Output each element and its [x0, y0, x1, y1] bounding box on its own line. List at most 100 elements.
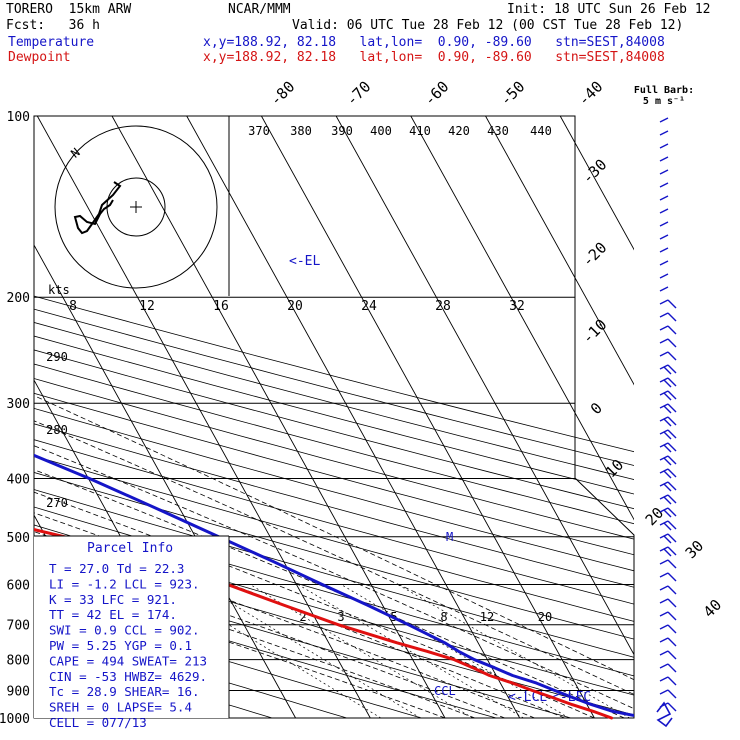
wind-barb-staff: [659, 650, 669, 656]
theta-label: 390: [331, 124, 353, 138]
wind-barb-flag: [667, 533, 677, 543]
temperature-profile: [34, 453, 634, 718]
wind-barb-flag: [663, 509, 672, 518]
wind-barb-flag: [667, 572, 677, 582]
wind-barb-staff: [659, 338, 669, 344]
hodograph-unit-label: kts: [48, 283, 70, 297]
wind-barb-flag: [667, 481, 677, 491]
isotherm-line: [410, 115, 634, 521]
parcel-info-panel: Parcel Info T = 27.0 Td = 22.3LI = -1.2 L…: [34, 535, 230, 730]
wind-barb-flag: [667, 520, 677, 530]
wind-barb-staff: [659, 221, 669, 227]
dry-adiabat: [34, 601, 422, 719]
isotherm-label: 10: [602, 456, 628, 482]
wind-barb-flag: [667, 455, 677, 465]
hodograph-ring-label: 16: [213, 299, 229, 314]
parcel-info-row: Tc = 28.9 SHEAR= 16.: [49, 684, 200, 699]
wind-barb-staff: [659, 208, 669, 214]
wind-barb-flag: [667, 468, 677, 478]
dry-adiabat: [34, 407, 634, 572]
wind-barb-staff: [659, 312, 669, 318]
dry-adiabat: [34, 295, 634, 453]
wind-barb-flag: [667, 364, 677, 374]
theta-side-label: 290: [46, 350, 68, 364]
wind-barb-flag: [667, 637, 677, 647]
wind-barb-flag: [667, 494, 677, 504]
dry-adiabat: [34, 349, 634, 510]
wind-barb-flag: [667, 312, 677, 322]
wind-barb-flag: [667, 611, 677, 621]
pressure-label: 200: [7, 291, 30, 306]
wind-barb-flag: [667, 585, 677, 595]
wind-barb-flag: [663, 366, 672, 375]
wind-barb-staff: [659, 585, 669, 591]
wind-barbs: Full Barb:5 m s⁻¹: [634, 85, 694, 728]
model-title: TORERO 15km ARW: [6, 2, 132, 17]
moist-adiabat: [34, 512, 565, 719]
mixing-ratio-label: 20: [538, 610, 552, 624]
parcel-info-row: CAPE = 494 SWEAT= 213: [49, 653, 207, 668]
wind-barb-staff: [659, 624, 669, 630]
init-time: Init: 18 UTC Sun 26 Feb 12: [507, 2, 711, 17]
hodograph-ring-label: 28: [435, 299, 451, 314]
wind-barb-surface: [656, 701, 673, 728]
wind-barb-flag: [667, 624, 677, 634]
dry-adiabat: [34, 489, 634, 658]
wind-barb-staff: [659, 156, 669, 162]
wind-barb-flag: [663, 392, 672, 401]
wind-barb-flag: [663, 496, 672, 505]
dry-adiabat: [34, 308, 634, 466]
wind-barb-staff: [659, 234, 669, 240]
wind-barb-staff: [659, 260, 669, 266]
isotherm-label: -20: [579, 239, 611, 271]
dewpoint-location: x,y=188.92, 82.18 lat,lon= 0.90, -89.60 …: [203, 50, 665, 65]
wind-barb-flag: [667, 689, 677, 699]
dry-adiabat: [34, 321, 634, 481]
m-annotation: M: [446, 530, 453, 544]
theta-label: 440: [530, 124, 552, 138]
isotherm-label: -10: [579, 316, 611, 348]
wind-barb-flag: [667, 377, 677, 387]
barb-unit: 5 m s⁻¹: [643, 96, 685, 107]
wind-barb-flag: [667, 546, 677, 556]
theta-label: 400: [370, 124, 392, 138]
isotherm-label: -80: [267, 78, 299, 110]
pressure-label: 400: [7, 472, 30, 487]
wind-barb-flag: [663, 535, 672, 544]
dewpoint-profile: [34, 528, 614, 720]
mixing-ratio-label: 8: [440, 610, 447, 624]
wind-barb-staff: [659, 325, 669, 331]
theta-label: 380: [290, 124, 312, 138]
pressure-label: 100: [7, 110, 30, 125]
wind-barb-staff: [659, 351, 669, 357]
wind-barb-flag: [667, 299, 677, 309]
theta-label: 430: [487, 124, 509, 138]
wind-barb-flag: [667, 338, 677, 348]
wind-barb-flag: [667, 650, 677, 660]
mixing-ratio-label: 2: [299, 610, 306, 624]
dewpoint-legend: Dewpoint: [8, 50, 71, 65]
hodograph-ring-label: 12: [139, 299, 155, 314]
org-label: NCAR/MMM: [228, 2, 291, 17]
wind-barb-staff: [659, 663, 669, 669]
wind-barb-flag: [667, 663, 677, 673]
isotherm-line: [485, 115, 634, 386]
wind-barb-staff: [659, 286, 669, 292]
isotherm-label: -30: [579, 156, 611, 188]
isotherm-line: [34, 244, 296, 719]
dry-adiabat: [34, 335, 634, 495]
wind-barb-staff: [659, 169, 669, 175]
theta-label: 410: [409, 124, 431, 138]
dry-adiabat: [34, 439, 634, 605]
wind-barb-staff: [659, 143, 669, 149]
parcel-panel-bg: [34, 536, 229, 718]
parcel-info-row: TT = 42 EL = 174.: [49, 607, 177, 622]
wind-barb-staff: [659, 182, 669, 188]
wind-barb-flag: [663, 444, 672, 453]
hodograph-ring-label: 32: [509, 299, 525, 314]
mixing-ratio-line: [397, 584, 630, 719]
parcel-info-row: SWI = 0.9 CCL = 902.: [49, 623, 200, 638]
wind-barb-staff: [659, 611, 669, 617]
